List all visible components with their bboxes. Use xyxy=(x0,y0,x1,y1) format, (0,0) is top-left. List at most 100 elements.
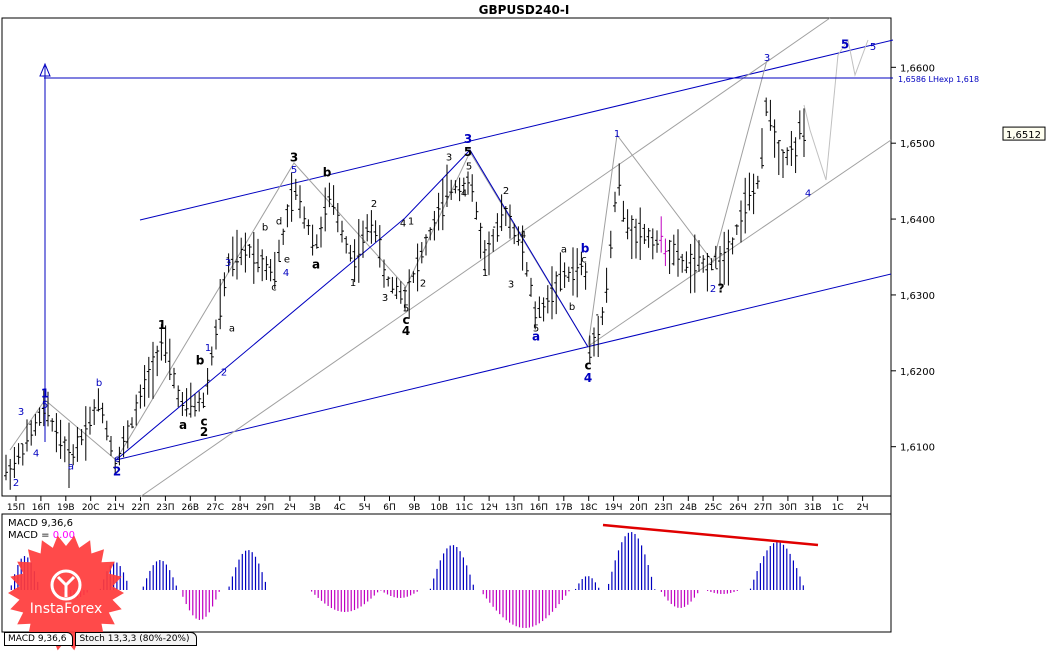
x-tick-label: 17В xyxy=(555,503,573,513)
lower-channel-line xyxy=(115,273,892,461)
x-tick-label: 1С xyxy=(832,503,844,513)
x-tick-label: 29П xyxy=(256,503,274,513)
indicator-value-line: MACD = 0.00 xyxy=(8,530,75,541)
wave-label: b xyxy=(569,302,575,313)
logo-text: InstaForex xyxy=(30,601,103,617)
wave-label: 4 xyxy=(805,188,811,199)
wave-label: 3 xyxy=(18,407,24,418)
tab-macd[interactable]: MACD 9,36,6 xyxy=(4,632,74,646)
x-tick-label: 13П xyxy=(505,503,523,513)
svg-text:1,6512: 1,6512 xyxy=(1006,130,1041,141)
x-tick-label: 23П xyxy=(654,503,672,513)
wave-label: c xyxy=(402,313,409,327)
wave-label: c xyxy=(200,414,207,428)
wave-label: 4 xyxy=(402,324,410,338)
wave-label: 1 xyxy=(350,278,356,289)
chart-title: GBPUSD240-I xyxy=(479,3,570,17)
instaforex-logo: InstaForex xyxy=(8,535,124,651)
upper-channel-line xyxy=(139,39,894,221)
wave-label: 4 xyxy=(33,449,39,460)
x-tick-label: 16П xyxy=(530,503,548,513)
gray-wave-path xyxy=(9,59,768,461)
wave-label: 3 xyxy=(764,53,770,64)
price-panel-frame xyxy=(1,17,892,497)
x-tick-label: 31В xyxy=(804,503,822,513)
wave-label: 1 xyxy=(41,386,49,400)
x-tick-label: 22П xyxy=(131,503,149,513)
x-tick-label: 18С xyxy=(580,503,598,513)
y-axis: 1,6600 1,6500 1,6400 1,6300 1,6200 1,6100 xyxy=(891,63,935,454)
wave-label: d xyxy=(276,216,282,227)
projection-arrow-head xyxy=(39,62,51,77)
x-tick-label: 20С xyxy=(82,503,100,513)
target-level-label: 1,6586 LHexp 1,618 xyxy=(898,75,979,84)
x-tick-label: 15П xyxy=(7,503,25,513)
wave-label: 2 xyxy=(221,367,227,378)
x-tick-label: 12Ч xyxy=(480,503,498,513)
wave-label: 2 xyxy=(420,279,426,290)
wave-label: b xyxy=(196,354,205,368)
x-tick-label: 2Ч xyxy=(857,503,869,513)
x-tick-label: 16П xyxy=(32,503,50,513)
wave-label: 4 xyxy=(283,268,289,279)
wave-label: a xyxy=(68,461,74,472)
wave-label: a xyxy=(561,244,567,255)
wave-label: 3 xyxy=(225,258,231,269)
blue-wave-path xyxy=(115,149,589,461)
wave-label: 2 xyxy=(503,186,509,197)
x-tick-label: 27С xyxy=(206,503,224,513)
wave-label: 5 xyxy=(841,37,849,51)
wave-label: 4 xyxy=(400,219,406,230)
wave-label: 2 xyxy=(200,425,208,439)
y-tick-label: 1,6200 xyxy=(900,367,935,378)
wave-label: b xyxy=(96,378,102,389)
wave-label: a xyxy=(229,323,235,334)
x-tick-label: 24В xyxy=(679,503,697,513)
wave-label: c xyxy=(271,282,277,293)
x-tick-label: 20П xyxy=(629,503,647,513)
wave-label: a xyxy=(312,257,320,271)
wave-label: 5 xyxy=(533,323,539,334)
wave-label: 5 xyxy=(291,165,297,176)
wave-label: b xyxy=(262,222,268,233)
wave-label: c xyxy=(114,454,120,465)
x-tick-label: 28Ч xyxy=(231,503,249,513)
wave-label: 3 xyxy=(446,153,452,164)
channel-lines xyxy=(9,17,894,498)
x-tick-label: 6П xyxy=(383,503,396,513)
x-axis: 15П 16П 19В 20С 21Ч 22П 23П 26В 27С 28Ч 29П 2Ч 3В 4С 5… xyxy=(7,496,869,513)
wave-label: 2 xyxy=(710,284,716,295)
x-tick-label: 5Ч xyxy=(359,503,371,513)
wave-label: 1 xyxy=(614,129,620,140)
x-tick-label: 21Ч xyxy=(107,503,125,513)
wave-label: 5 xyxy=(464,145,472,159)
wave-label: a xyxy=(179,418,187,432)
wave-label: 2 xyxy=(113,465,121,479)
tab-stoch[interactable]: Stoch 13,3,3 (80%-20%) xyxy=(75,632,197,646)
y-tick-label: 1,6400 xyxy=(900,215,935,226)
current-price-marker: 1,6512 xyxy=(1002,126,1046,141)
wave-label: b xyxy=(323,166,332,180)
x-tick-label: 3В xyxy=(309,503,321,513)
x-tick-label: 11С xyxy=(455,503,473,513)
wave-label: 4 xyxy=(461,188,467,199)
x-tick-label: 4С xyxy=(334,503,346,513)
wave-label: 2 xyxy=(371,199,377,210)
wave-label: 4 xyxy=(584,371,592,385)
x-tick-label: 26В xyxy=(181,503,199,513)
wave-label: 4 xyxy=(520,230,526,241)
wave-label: 5 xyxy=(403,304,409,315)
wave-label: e xyxy=(284,254,290,265)
wave-label: 5 xyxy=(466,162,472,173)
x-tick-label: 2Ч xyxy=(284,503,296,513)
wave-label: 2 xyxy=(13,478,19,489)
ohlc-bars xyxy=(4,97,806,490)
wave-label: 3 xyxy=(464,132,472,146)
wave-label: 1 xyxy=(408,216,414,227)
wave-label: c xyxy=(581,254,587,265)
x-tick-label: 30П xyxy=(779,503,797,513)
wave-label: 1 xyxy=(158,318,166,332)
wave-label: 3 xyxy=(382,293,388,304)
